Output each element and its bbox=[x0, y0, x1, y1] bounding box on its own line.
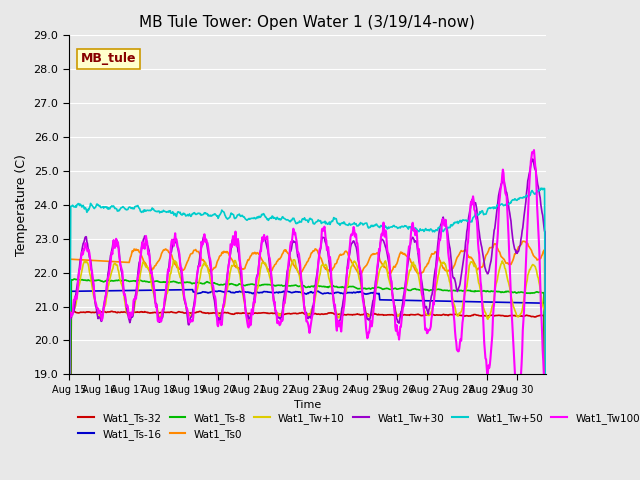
Y-axis label: Temperature (C): Temperature (C) bbox=[15, 154, 28, 256]
X-axis label: Time: Time bbox=[294, 400, 321, 410]
Text: MB_tule: MB_tule bbox=[81, 52, 136, 65]
Title: MB Tule Tower: Open Water 1 (3/19/14-now): MB Tule Tower: Open Water 1 (3/19/14-now… bbox=[140, 15, 476, 30]
Legend: Wat1_Ts-32, Wat1_Ts-16, Wat1_Ts-8, Wat1_Ts0, Wat1_Tw+10, Wat1_Tw+30, Wat1_Tw+50,: Wat1_Ts-32, Wat1_Ts-16, Wat1_Ts-8, Wat1_… bbox=[74, 408, 640, 444]
